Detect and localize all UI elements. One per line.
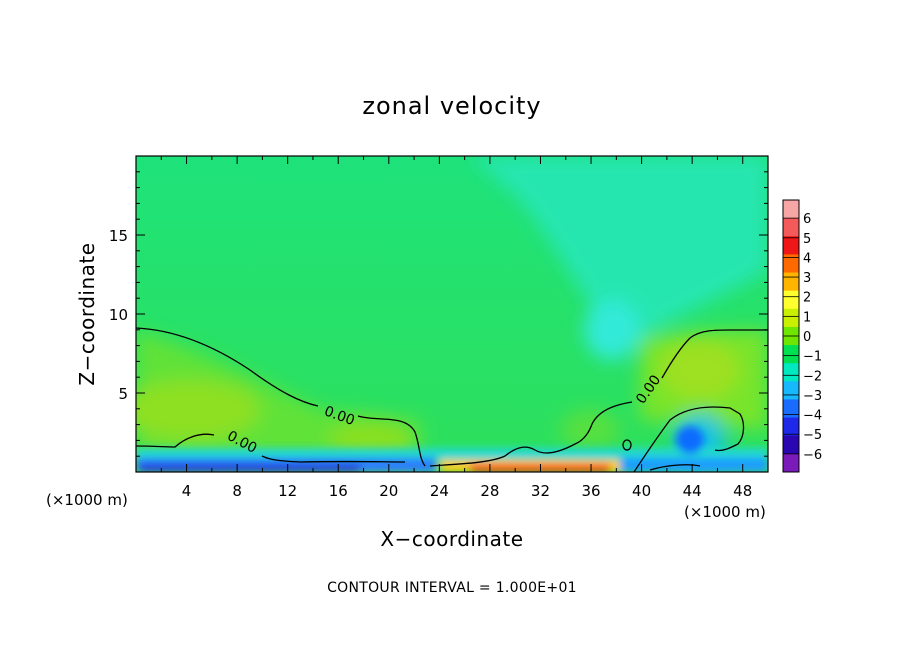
heatmap-field bbox=[136, 156, 768, 472]
y-axis-label: Z−coordinate bbox=[75, 242, 99, 385]
contour-line bbox=[649, 464, 701, 471]
y-tick-label: 5 bbox=[118, 385, 128, 403]
x-tick-label: 32 bbox=[531, 482, 550, 500]
x-tick-label: 16 bbox=[329, 482, 348, 500]
y-tick-label: 15 bbox=[109, 227, 128, 245]
colorbar-swatch bbox=[783, 453, 799, 473]
x-tick-label: 28 bbox=[480, 482, 499, 500]
chart-title: zonal velocity bbox=[362, 92, 541, 120]
contour-line bbox=[136, 327, 426, 467]
x-tick-label: 8 bbox=[232, 482, 242, 500]
colorbar-swatch bbox=[783, 345, 799, 364]
contour-lines bbox=[136, 327, 768, 472]
x-tick-label: 48 bbox=[733, 482, 752, 500]
colorbar-swatch bbox=[783, 417, 799, 437]
contour-line bbox=[136, 433, 406, 463]
colorbar-label: −1 bbox=[803, 350, 822, 365]
colorbar-swatch bbox=[783, 381, 799, 400]
x-axis: 4 8 12 16 20 24 28 32 36 40 44 48 bbox=[160, 156, 752, 500]
colorbar-label: −4 bbox=[803, 409, 822, 424]
colorbar-label: 1 bbox=[803, 310, 811, 325]
x-tick-label: 4 bbox=[182, 482, 192, 500]
y-tick-label: 10 bbox=[109, 306, 128, 324]
colorbar-swatch bbox=[783, 272, 799, 292]
y-axis: 5 10 15 bbox=[109, 171, 768, 457]
contour-line bbox=[429, 329, 768, 467]
x-tick-label: 12 bbox=[278, 482, 297, 500]
colorbar-swatch bbox=[783, 254, 799, 273]
x-axis-label: X−coordinate bbox=[380, 527, 523, 551]
colorbar: 6 5 4 3 2 1 0 −1 −2 −3 −4 −5 −6 bbox=[782, 199, 822, 473]
colorbar-swatch bbox=[783, 236, 799, 255]
colorbar-label: 2 bbox=[803, 291, 811, 306]
colorbar-label: −3 bbox=[803, 389, 822, 404]
colorbar-label: 3 bbox=[803, 271, 811, 286]
colorbar-swatch bbox=[783, 290, 799, 310]
contour-line bbox=[633, 406, 745, 472]
colorbar-swatch bbox=[783, 399, 799, 418]
colorbar-swatch bbox=[783, 363, 799, 382]
colorbar-label: −2 bbox=[803, 369, 822, 384]
contour-line bbox=[622, 439, 632, 451]
colorbar-swatch bbox=[783, 218, 799, 237]
x-tick-label: 44 bbox=[683, 482, 702, 500]
x-tick-label: 24 bbox=[430, 482, 449, 500]
colorbar-label: 0 bbox=[803, 330, 811, 345]
contour-interval-note: CONTOUR INTERVAL = 1.000E+01 bbox=[327, 580, 577, 596]
x-unit-right: (×1000 m) bbox=[684, 503, 766, 521]
colorbar-label: 4 bbox=[803, 251, 811, 266]
colorbar-label: 6 bbox=[803, 212, 811, 227]
colorbar-swatch bbox=[783, 200, 799, 219]
x-tick-label: 36 bbox=[581, 482, 600, 500]
colorbar-label: −5 bbox=[803, 428, 822, 443]
colorbar-swatch bbox=[783, 308, 799, 328]
x-unit-left: (×1000 m) bbox=[46, 491, 128, 509]
x-tick-label: 40 bbox=[632, 482, 651, 500]
colorbar-label: −6 bbox=[803, 448, 822, 463]
colorbar-label: 5 bbox=[803, 232, 811, 247]
colorbar-swatch bbox=[783, 435, 799, 455]
x-tick-label: 20 bbox=[379, 482, 398, 500]
